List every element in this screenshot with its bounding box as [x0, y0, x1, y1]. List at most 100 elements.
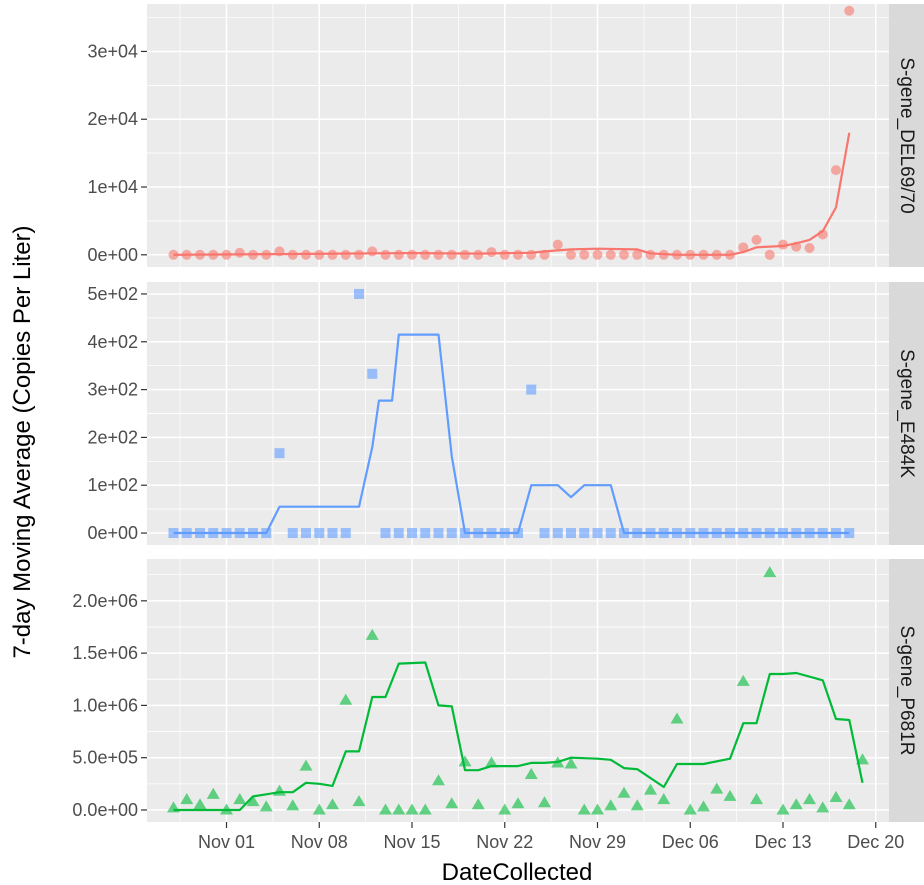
data-point — [803, 793, 816, 805]
data-point — [577, 803, 591, 815]
data-point — [246, 795, 260, 807]
data-point — [605, 528, 616, 539]
data-point — [407, 249, 417, 260]
data-point — [354, 249, 364, 260]
data-point — [605, 249, 616, 260]
x-tick-label: Dec 06 — [662, 832, 719, 852]
data-point — [710, 782, 724, 794]
data-point — [526, 384, 537, 395]
facet-strip-label: S-gene_DEL69/70 — [896, 57, 917, 213]
y-tick-label: 1e+04 — [87, 177, 138, 197]
facet-strip-label: S-gene_P681R — [896, 626, 917, 756]
x-tick-label: Nov 01 — [198, 832, 255, 852]
moving-average-line — [173, 661, 864, 812]
data-point — [326, 798, 339, 810]
data-point — [286, 799, 300, 811]
data-point — [233, 793, 247, 805]
data-layer — [167, 566, 869, 815]
data-point — [804, 243, 815, 254]
data-point — [499, 249, 510, 260]
panel-background — [147, 4, 889, 267]
data-point — [511, 797, 525, 809]
x-tick-label: Nov 15 — [383, 832, 440, 852]
data-point — [670, 712, 684, 724]
y-tick-label: 1e+02 — [87, 475, 138, 495]
y-tick-label: 1.0e+06 — [72, 695, 138, 715]
data-point — [750, 793, 763, 805]
data-point — [657, 793, 671, 805]
data-point — [552, 528, 563, 539]
data-point — [433, 249, 444, 260]
y-tick-label: 0e+00 — [87, 245, 138, 265]
x-tick-label: Nov 29 — [569, 832, 626, 852]
data-point — [485, 756, 498, 768]
facet-strip-label: S-gene_E484K — [896, 349, 917, 478]
y-tick-label: 3e+02 — [87, 380, 138, 400]
data-point — [471, 798, 485, 810]
y-tick-label: 1.5e+06 — [72, 643, 138, 663]
data-point — [432, 774, 445, 786]
data-point — [617, 786, 631, 798]
data-point — [446, 249, 457, 260]
facet-strip — [889, 559, 924, 822]
data-point — [259, 800, 273, 812]
data-point — [458, 755, 472, 767]
data-point — [354, 288, 364, 299]
data-point — [764, 249, 775, 260]
y-tick-label: 2e+02 — [87, 427, 138, 447]
data-point — [367, 368, 378, 379]
data-point — [418, 803, 432, 815]
data-point — [340, 528, 351, 539]
data-point — [380, 528, 391, 539]
data-point — [299, 759, 313, 771]
data-point — [365, 628, 379, 640]
data-point — [816, 801, 830, 813]
data-point — [538, 796, 551, 808]
y-tick-label: 3e+04 — [87, 41, 138, 61]
data-point — [566, 249, 576, 260]
data-point — [619, 249, 629, 260]
data-point — [301, 528, 311, 539]
data-point — [751, 234, 762, 245]
data-point — [180, 793, 194, 805]
facet-strip — [889, 4, 924, 267]
data-layer — [168, 5, 855, 260]
data-point — [842, 798, 856, 810]
data-point — [697, 800, 710, 812]
data-point — [274, 448, 285, 459]
x-tick-label: Nov 08 — [291, 832, 348, 852]
data-point — [524, 767, 538, 779]
data-point — [193, 798, 207, 810]
data-point — [498, 803, 512, 815]
data-point — [632, 249, 643, 260]
data-point — [314, 528, 325, 539]
x-tick-label: Nov 22 — [476, 832, 533, 852]
panel-1: 0e+00 1e+04 2e+04 3e+04 S-gene_DEL69/70 — [87, 4, 924, 267]
data-point — [446, 528, 457, 539]
data-point — [844, 5, 855, 16]
x-tick-label: Dec 13 — [754, 832, 811, 852]
y-tick-label: 0e+00 — [87, 523, 138, 543]
data-point — [393, 249, 404, 260]
data-point — [405, 803, 419, 815]
data-point — [564, 757, 578, 769]
data-point — [312, 803, 326, 815]
data-point — [683, 803, 697, 815]
x-axis-title: DateCollected — [442, 859, 593, 885]
data-point — [393, 528, 404, 539]
panel-2: 0e+00 1e+02 2e+02 3e+02 4e+02 5e+02 S-gene_E48… — [87, 282, 924, 545]
data-point — [473, 249, 484, 260]
x-tick-label: Dec 20 — [847, 832, 904, 852]
data-point — [379, 803, 392, 815]
data-point — [552, 239, 563, 250]
data-point — [829, 790, 843, 802]
data-point — [579, 528, 590, 539]
data-point — [420, 528, 431, 539]
data-point — [591, 803, 604, 815]
data-point — [513, 249, 523, 260]
data-point — [763, 566, 777, 578]
data-point — [206, 787, 220, 799]
y-tick-label: 5.0e+05 — [72, 748, 138, 768]
y-axis-title: 7-day Moving Average (Copies Per Liter) — [9, 225, 36, 658]
